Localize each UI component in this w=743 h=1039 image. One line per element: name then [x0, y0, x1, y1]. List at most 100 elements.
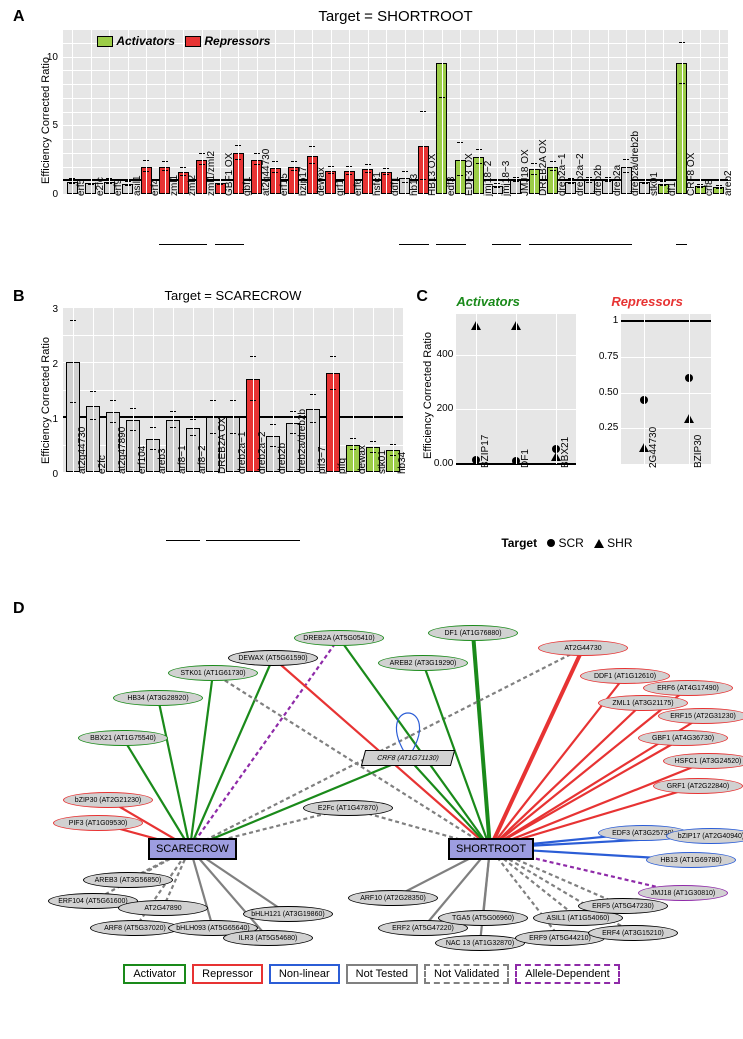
- xlabel: dewax: [316, 167, 327, 196]
- xlabel: areb3: [157, 448, 168, 474]
- xlabel: edf3: [446, 177, 457, 196]
- xlabel: stk01: [649, 172, 660, 196]
- xlabel: bzip17: [298, 167, 309, 196]
- xlabel: erf5: [76, 179, 87, 196]
- xlabel: jmj18−3: [501, 161, 512, 196]
- target-label: Target: [501, 536, 537, 550]
- xlabel: erf4: [150, 179, 161, 196]
- xlabel: hb34: [397, 452, 408, 474]
- xlabel: erf15: [279, 173, 290, 196]
- panel-c-rep-xlabels: 2G44730BZIP30: [621, 466, 711, 526]
- panel-a-title: Target = SHORTROOT: [63, 8, 728, 25]
- panel-d-network: SCARECROWSHORTROOTDREB2A (AT5G05410)DF1 …: [18, 600, 738, 960]
- node-DREB2A: DREB2A (AT5G05410): [294, 630, 384, 646]
- node-AREB3: AREB3 (AT3G56850): [83, 872, 173, 888]
- panel-b-underlines: [63, 540, 403, 550]
- xlabel: zml1: [169, 175, 180, 196]
- xlabel: EDF3 OX: [464, 153, 475, 196]
- panel-c-act-xlabels: BZIP17DF1BBX21: [456, 466, 576, 526]
- panel-d-legend: ActivatorRepressorNon-linearNot TestedNo…: [8, 964, 735, 984]
- xlabel: pifq: [337, 458, 348, 474]
- node-ERF5: ERF5 (AT5G47230): [578, 898, 668, 914]
- node-bHLH121: bHLH121 (AT3G19860): [243, 906, 333, 922]
- xlabel: dreb2a−1: [557, 153, 568, 196]
- xlabel: gbf1: [242, 177, 253, 196]
- node-HB13: HB13 (AT1G69780): [646, 852, 736, 868]
- xlabel: crf8: [704, 179, 715, 196]
- legend-not-tested: Not Tested: [346, 964, 418, 984]
- shr-label: SHR: [607, 536, 632, 550]
- xlabel: GBF1 OX: [224, 153, 235, 196]
- xlabel: at2g44730: [261, 149, 272, 196]
- panel-b-title: Target = SCARECROW: [63, 288, 403, 303]
- panel-b-plot: [63, 307, 403, 472]
- panel-a-label: A: [13, 8, 25, 26]
- xlabel: DREB2A OX: [538, 139, 549, 196]
- node-ZML1: ZML1 (AT3G21175): [598, 695, 688, 711]
- node-AT2G44730: AT2G44730: [538, 640, 628, 656]
- xlabel: jmj18−2: [483, 161, 494, 196]
- xlabel: arf8−2: [197, 445, 208, 474]
- xlabel: stk01: [377, 450, 388, 474]
- panel-c-marker-legend: Target SCR SHR: [501, 536, 632, 550]
- node-CRF8: CRF8 (AT1G71130): [361, 750, 455, 766]
- xlabel: JMJ18 OX: [520, 149, 531, 196]
- node-ERF15: ERF15 (AT2G31230): [658, 708, 743, 724]
- target-SCR: SCARECROW: [148, 838, 237, 860]
- node-E2Fc: E2Fc (AT1G47870): [303, 800, 393, 816]
- panel-b-yticks: 0123: [35, 310, 60, 475]
- xlabel: erf6: [353, 179, 364, 196]
- xlabel: DREB2A OX: [217, 417, 228, 474]
- node-ARF10: ARF10 (AT2G28350): [348, 890, 438, 906]
- xlabel: hb13: [409, 174, 420, 196]
- node-bZIP17: bZIP17 (AT2G40940): [666, 828, 743, 844]
- xlabel: hsfc1: [372, 172, 383, 196]
- panel-a-underlines: [63, 244, 728, 254]
- xlabel: HB13 OX: [427, 154, 438, 196]
- xlabel: dreb2a/dreb2b: [297, 409, 308, 474]
- xlabel: dreb2a−2: [575, 153, 586, 196]
- xlabel: dreb2a/dreb2b: [630, 131, 641, 196]
- xlabel: dreb2a−1: [237, 431, 248, 474]
- legend-repressor: Repressor: [192, 964, 263, 984]
- legend-non-linear: Non-linear: [269, 964, 340, 984]
- xlabel: e2fc: [97, 455, 108, 474]
- xlabel: ddf1: [390, 177, 401, 196]
- node-HB34: HB34 (AT3G28920): [113, 690, 203, 706]
- xlabel: arf8−1: [177, 445, 188, 474]
- xlabel: areb2: [723, 170, 734, 196]
- node-GRF1: GRF1 (AT2G22840): [653, 778, 743, 794]
- node-BBX21: BBX21 (AT1G75540): [78, 730, 168, 746]
- xlabel: e2fc: [95, 177, 106, 196]
- panel-c-rep-yticks: 0.250.500.751: [588, 314, 618, 464]
- node-ERF6: ERF6 (AT4G17490): [643, 680, 733, 696]
- xlabel: df1: [667, 182, 678, 196]
- panel-c-act-yticks: 0.00200400: [428, 314, 453, 464]
- node-DEWAX: DEWAX (AT5G61590): [228, 650, 318, 666]
- xlabel: dreb2a−2: [257, 431, 268, 474]
- xlabel: dreb2b: [593, 165, 604, 196]
- node-bZIP30: bZIP30 (AT2G21230): [63, 792, 153, 808]
- node-JMJ18: JMJ18 (AT1G30810): [638, 885, 728, 901]
- node-ILR3: ILR3 (AT5G54680): [223, 930, 313, 946]
- xlabel: dreb2a: [612, 165, 623, 196]
- node-PIF3: PIF3 (AT1G09530): [53, 815, 143, 831]
- xlabel: pif3−7: [317, 446, 328, 474]
- xlabel: CRF8 OX: [686, 153, 697, 196]
- target-SHR: SHORTROOT: [448, 838, 534, 860]
- panel-c-label: C: [416, 288, 428, 306]
- xlabel: dewax: [357, 445, 368, 474]
- xlabel: dreb2b: [277, 443, 288, 474]
- panel-a-plot: [63, 29, 728, 194]
- xlabel: zml1/zml2: [206, 151, 217, 196]
- legend-allele-dependent: Allele-Dependent: [515, 964, 619, 984]
- xlabel: zml2: [187, 175, 198, 196]
- node-AT2G47890: AT2G47890: [118, 900, 208, 916]
- xlabel: at2g44730: [77, 427, 88, 474]
- node-NAC13: NAC 13 (AT1G32870): [435, 935, 525, 951]
- panel-b-chart: Target = SCARECROW at2g44730e2fcat2g4789…: [63, 288, 403, 552]
- panel-c-act-header: Activators: [456, 294, 520, 309]
- xlabel: erf9: [113, 179, 124, 196]
- panel-c-act-plot: [456, 314, 576, 464]
- node-ARF8: ARF8 (AT5G37020): [90, 920, 180, 936]
